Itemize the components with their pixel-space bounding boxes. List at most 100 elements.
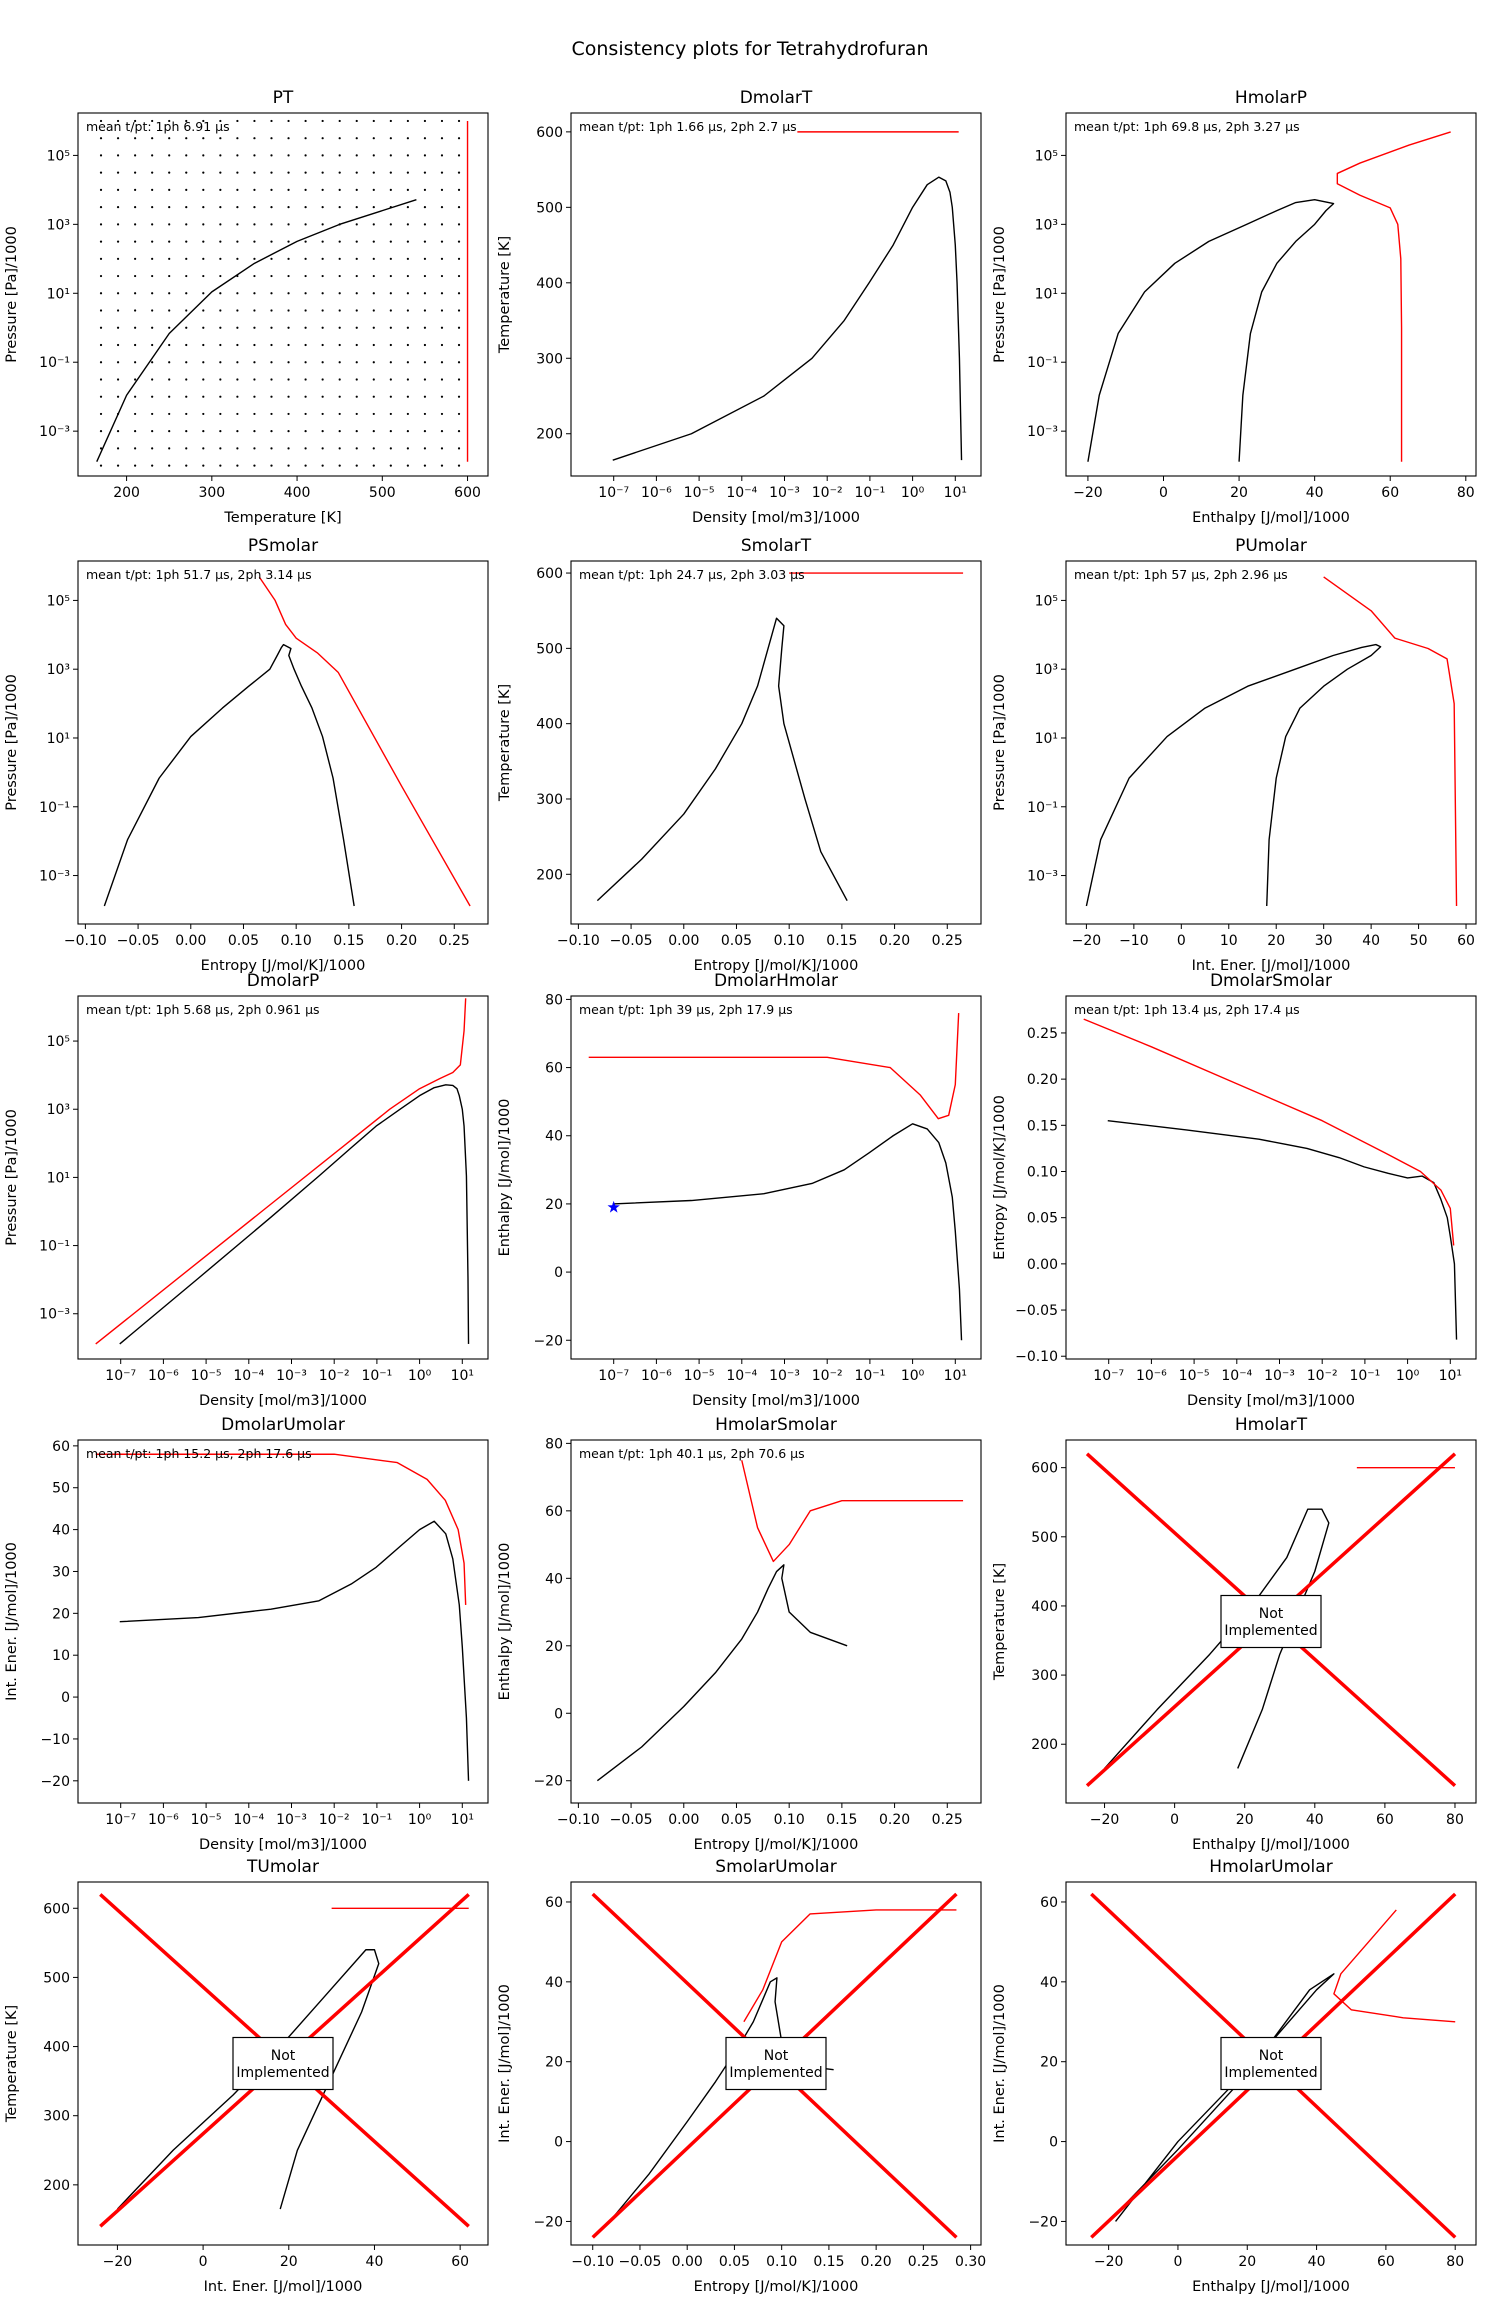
- x-axis-label: Temperature [K]: [223, 510, 341, 526]
- x-tick-label: 40: [1306, 1812, 1324, 1828]
- axes-frame: [77, 1881, 489, 2246]
- state-point: [440, 292, 444, 295]
- x-tick-label: 0.00: [668, 933, 699, 949]
- state-point: [389, 137, 392, 140]
- state-point: [372, 154, 375, 157]
- state-point: [389, 412, 392, 416]
- state-point: [304, 430, 307, 433]
- x-tick-label: 0.10: [766, 2254, 797, 2270]
- state-point: [355, 430, 358, 433]
- plot-area: [596, 1460, 964, 1782]
- x-tick-label: 10⁰: [408, 1368, 432, 1384]
- plot-area: [1083, 1018, 1458, 1340]
- state-point: [372, 309, 375, 312]
- state-point: [134, 154, 137, 157]
- x-tick-label: 0.15: [826, 1812, 857, 1828]
- state-point: [321, 274, 324, 278]
- x-tick-label: 10⁻⁶: [148, 1368, 179, 1384]
- x-tick-label: −0.05: [117, 933, 160, 949]
- x-tick-label: −20: [1090, 1812, 1120, 1828]
- y-tick-label: 10⁻¹: [39, 355, 70, 371]
- state-point: [253, 137, 256, 140]
- state-point: [270, 206, 273, 209]
- state-point: [423, 171, 427, 174]
- plot-area: [95, 998, 470, 1345]
- label-box: [725, 2036, 827, 2091]
- x-tick-label: 0.30: [955, 2254, 986, 2270]
- state-point: [134, 395, 137, 398]
- x-tick-label: 0.20: [861, 2254, 892, 2270]
- state-point: [423, 240, 427, 243]
- state-point: [287, 257, 290, 260]
- state-point: [304, 188, 307, 191]
- y-tick-label: 10⁻³: [1027, 424, 1058, 440]
- state-point: [321, 188, 324, 191]
- state-point: [168, 395, 171, 398]
- x-axis-label: Int. Ener. [J/mol]/1000: [1192, 958, 1351, 974]
- state-point: [389, 171, 392, 174]
- y-axis-label: Pressure [Pa]/1000: [992, 674, 1008, 811]
- state-point: [270, 447, 273, 450]
- state-point: [355, 257, 358, 260]
- state-point: [355, 361, 358, 364]
- x-tick-label: 10⁻¹: [854, 1368, 885, 1384]
- state-point: [236, 240, 239, 243]
- state-point: [457, 137, 461, 140]
- curve: [1107, 1119, 1458, 1340]
- x-tick-label: 80: [1446, 1812, 1464, 1828]
- state-point: [253, 430, 256, 433]
- state-point: [457, 206, 461, 209]
- state-point: [219, 326, 222, 329]
- state-point: [185, 240, 188, 243]
- x-tick-label: 400: [284, 485, 311, 501]
- x-tick-label: 0.20: [879, 933, 910, 949]
- y-tick-label: 10⁻¹: [1027, 355, 1058, 371]
- state-point: [304, 343, 307, 347]
- y-axis-label: Temperature [K]: [497, 236, 513, 354]
- state-point: [457, 378, 461, 381]
- x-tick-label: 0.20: [879, 1812, 910, 1828]
- state-point: [151, 223, 154, 226]
- state-point: [355, 326, 358, 329]
- state-point: [236, 309, 239, 312]
- state-point: [185, 154, 188, 157]
- x-tick-label: 0.25: [932, 1812, 963, 1828]
- state-point: [116, 171, 120, 174]
- state-point: [321, 206, 324, 209]
- y-tick-label: 20: [545, 1639, 563, 1655]
- state-point: [236, 447, 239, 450]
- state-point: [219, 343, 222, 347]
- state-point: [116, 464, 120, 467]
- state-point: [389, 326, 392, 329]
- curve: [103, 643, 355, 907]
- state-point: [423, 274, 427, 278]
- state-point: [338, 309, 341, 312]
- state-point: [168, 430, 171, 433]
- state-point: [134, 430, 137, 433]
- state-point: [168, 119, 171, 123]
- y-tick-label: 500: [1031, 1530, 1058, 1546]
- x-tick-label: 0.05: [721, 933, 752, 949]
- state-point: [423, 361, 427, 364]
- state-point: [134, 378, 137, 381]
- x-tick-label: 10⁻²: [812, 485, 843, 501]
- state-point: [321, 292, 324, 295]
- plot-area: [588, 1013, 963, 1341]
- marker: [607, 1200, 620, 1213]
- state-point: [389, 430, 392, 433]
- state-point: [355, 223, 358, 226]
- state-point: [270, 343, 273, 347]
- state-point: [202, 206, 205, 209]
- state-point: [423, 430, 427, 433]
- state-point: [151, 137, 154, 140]
- state-point: [253, 206, 256, 209]
- y-tick-label: 40: [545, 1975, 563, 1991]
- state-point: [338, 326, 341, 329]
- state-point: [372, 119, 375, 123]
- state-point: [236, 378, 239, 381]
- y-tick-label: −10: [40, 1732, 70, 1748]
- state-point: [355, 412, 358, 416]
- state-point: [253, 257, 256, 260]
- y-tick-label: 500: [536, 641, 563, 657]
- state-point: [168, 274, 171, 278]
